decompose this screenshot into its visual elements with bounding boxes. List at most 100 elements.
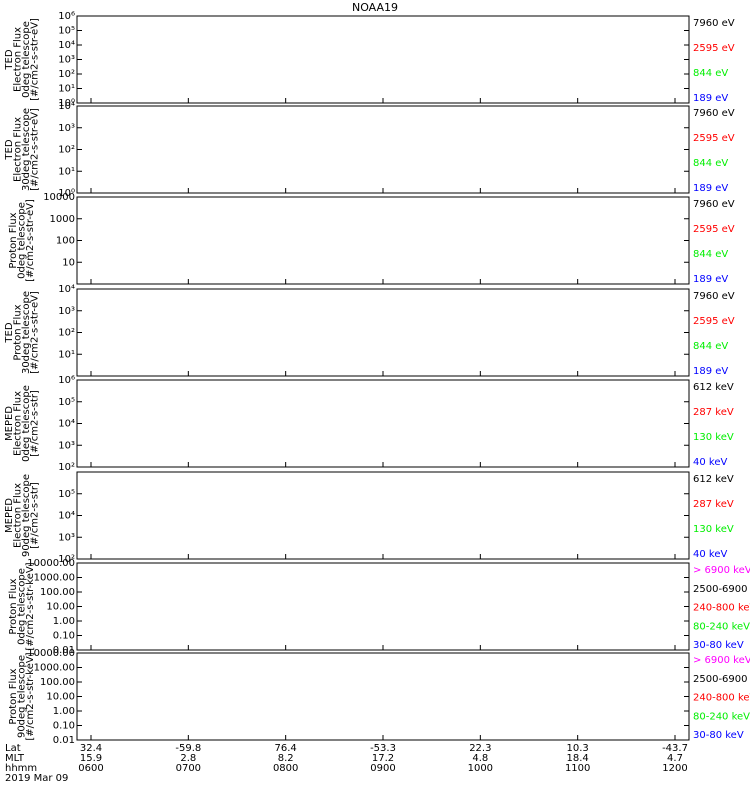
x-tick-label: 1000 <box>468 763 493 774</box>
legend-entry: 80-240 keV <box>693 621 750 632</box>
y-tick-label: 100.00 <box>40 587 75 598</box>
y-axis-label: Proton Flux <box>8 578 19 634</box>
y-tick-label: 0.10 <box>53 631 75 642</box>
legend-entry: 240-800 keV <box>693 693 750 704</box>
y-axis-label: [#/cm2-s-str] <box>30 390 41 457</box>
y-tick-label: 10² <box>58 69 75 80</box>
x-tick-label: 0700 <box>176 763 201 774</box>
x-tick-label: 1200 <box>662 763 687 774</box>
legend-entry: 2500-6900 <box>693 584 748 595</box>
y-tick-label: 10.00 <box>46 602 75 613</box>
legend-entry: 844 eV <box>693 249 728 260</box>
legend-entry: 80-240 keV <box>693 711 750 722</box>
legend-entry: 40 keV <box>693 457 727 468</box>
y-tick-label: 10⁴ <box>58 419 75 430</box>
legend-entry: 40 keV <box>693 549 727 560</box>
panel-frame <box>76 288 690 377</box>
y-axis-label: 0deg telescope <box>21 21 32 98</box>
legend-entry: 2500-6900 <box>693 674 748 685</box>
legend-entry: 130 keV <box>693 432 734 443</box>
y-tick-label: 10⁴ <box>58 284 75 295</box>
y-axis-label: 0deg telescope <box>17 202 28 279</box>
x-tick-label: 4.7 <box>667 753 683 764</box>
panel-frame <box>76 471 690 560</box>
x-tick-label: -59.8 <box>175 743 201 754</box>
y-tick-label: 10² <box>58 462 75 473</box>
x-row-label: Lat <box>5 743 21 754</box>
x-tick-label: 10.3 <box>567 743 589 754</box>
x-tick-label: 32.4 <box>80 743 102 754</box>
panel-frame <box>76 652 690 741</box>
y-axis-label: [#/cm2-s-str] <box>30 482 41 549</box>
legend-entry: 2595 eV <box>693 224 735 235</box>
y-tick-label: 0.10 <box>53 721 75 732</box>
panel-7: 0.01 0.10 1.00 10.00 100.00 1000.00 10000.00 Pr… <box>8 558 750 656</box>
legend-entry: 240-800 keV <box>693 603 750 614</box>
y-axis-label: Proton Flux <box>13 304 24 360</box>
legend-entry: 844 eV <box>693 341 728 352</box>
y-tick-label: 10000 <box>43 192 75 203</box>
y-tick-label: 10⁰ <box>58 98 75 109</box>
y-tick-label: 10⁴ <box>58 101 75 112</box>
legend-entry: 287 keV <box>693 499 734 510</box>
x-tick-label: 17.2 <box>372 753 394 764</box>
y-axis-label: 30deg telescope <box>21 291 32 374</box>
legend-entry: 189 eV <box>693 274 728 285</box>
y-tick-label: 10⁵ <box>58 26 75 37</box>
panel-frame <box>76 15 690 104</box>
y-tick-label: 10³ <box>58 55 75 66</box>
y-tick-label: 10³ <box>58 440 75 451</box>
legend-entry: 2595 eV <box>693 43 735 54</box>
panel-8: 0.01 0.10 1.00 10.00 100.00 1000.00 10000.00 Pr… <box>8 648 750 746</box>
legend-entry: 844 eV <box>693 68 728 79</box>
y-tick-label: 10000.00 <box>27 648 75 659</box>
y-tick-label: 10³ <box>58 123 75 134</box>
legend-entry: 189 eV <box>693 366 728 377</box>
y-tick-label: 1000 <box>50 214 75 225</box>
x-tick-label: -53.3 <box>370 743 396 754</box>
y-axis-label: TED <box>4 139 15 160</box>
y-axis-label: [#/cm2-s-str-keV] <box>25 562 36 650</box>
y-axis-label: [#/cm2-s-str-eV] <box>30 291 41 374</box>
x-tick-label: 15.9 <box>80 753 102 764</box>
legend-entry: 130 keV <box>693 524 734 535</box>
y-tick-label: 10² <box>58 554 75 565</box>
panel-frame <box>76 379 690 468</box>
y-axis-label: [#/cm2-s-str-keV] <box>25 652 36 740</box>
y-axis-label: [#/cm2-s-str-eV] <box>25 199 36 282</box>
y-tick-label: 10² <box>58 328 75 339</box>
legend-entry: 844 eV <box>693 158 728 169</box>
y-tick-label: 100 <box>56 236 75 247</box>
y-axis-label: 30deg telescope <box>21 108 32 191</box>
x-row-label: hhmm <box>5 763 37 774</box>
y-tick-label: 100.00 <box>40 677 75 688</box>
y-tick-label: 0.01 <box>53 645 75 656</box>
y-tick-label: 1000.00 <box>34 573 75 584</box>
x-tick-label: 4.8 <box>472 753 488 764</box>
y-tick-label: 1.00 <box>53 706 75 717</box>
y-axis-label: 90deg telescope <box>17 655 28 738</box>
y-axis-label: Electron Flux <box>13 27 24 92</box>
x-tick-label: 0800 <box>273 763 298 774</box>
x-tick-label: 1100 <box>565 763 590 774</box>
x-tick-label: -43.7 <box>662 743 688 754</box>
y-axis-label: 0deg telescope <box>17 568 28 645</box>
x-tick-label: 76.4 <box>275 743 297 754</box>
legend-entry: 287 keV <box>693 407 734 418</box>
y-axis-label: TED <box>4 322 15 343</box>
y-tick-label: 10¹ <box>58 349 75 360</box>
y-tick-label: 10⁵ <box>58 489 75 500</box>
x-tick-label: 18.4 <box>567 753 589 764</box>
y-tick-label: 10³ <box>58 306 75 317</box>
x-tick-label: 0900 <box>370 763 395 774</box>
y-tick-label: 10¹ <box>58 84 75 95</box>
x-tick-label: 2.8 <box>180 753 196 764</box>
